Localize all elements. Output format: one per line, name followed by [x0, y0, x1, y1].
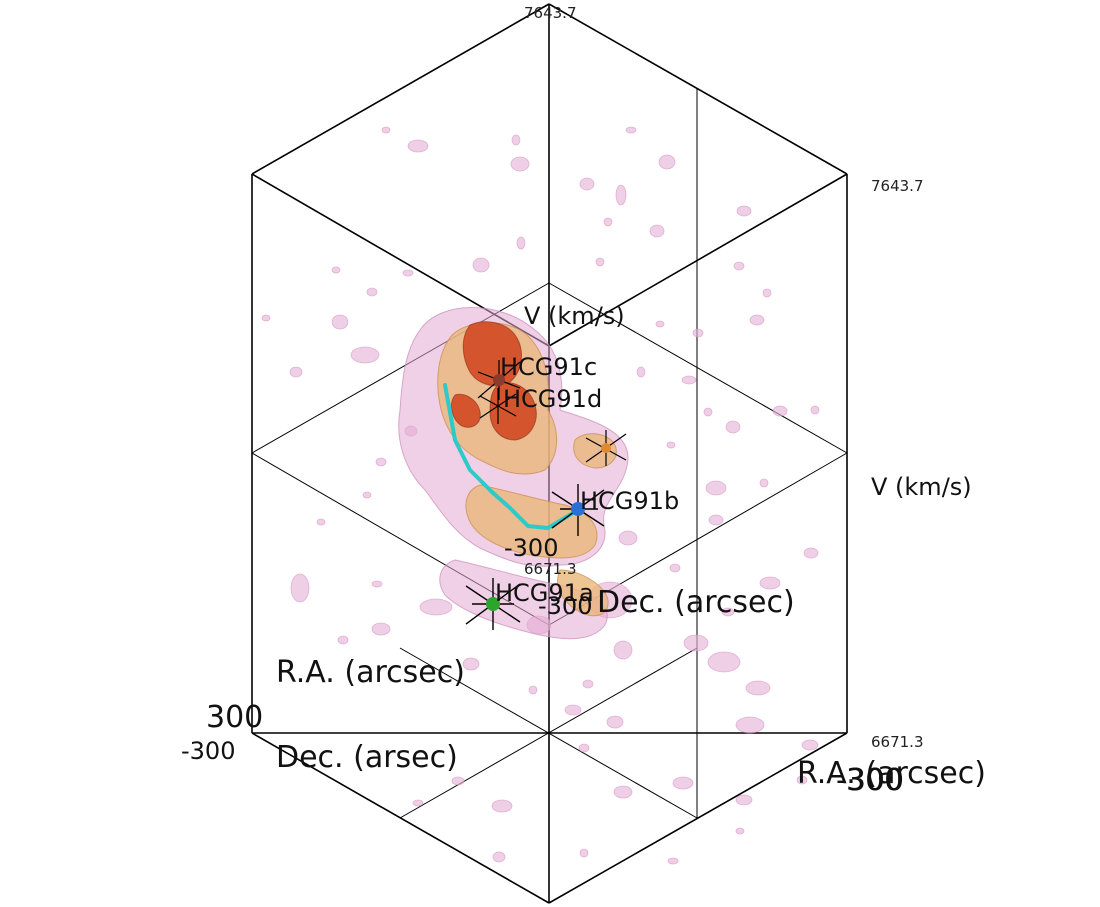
faint-hi-emission — [261, 126, 820, 865]
galaxy-marker-hcg91b — [551, 484, 605, 536]
tick-dec-left-neg300: -300 — [181, 737, 235, 765]
tick-right-300: 300 — [846, 763, 903, 798]
axis-label-ra-left: R.A. (arcsec) — [276, 655, 465, 690]
axis-label-v-top: V (km/s) — [524, 302, 625, 330]
tidal-tail-path — [443, 383, 580, 530]
galaxy-marker-hcg91c — [477, 360, 521, 400]
galaxy-marker-hcg91a — [465, 578, 521, 630]
vel-min-right: 6671.3 — [871, 733, 924, 751]
axis-label-ra-right: R.A. (arcsec) — [797, 756, 986, 791]
galaxy-label-hcg91c: HCG91c — [500, 353, 597, 381]
galaxy-label-hcg91d: HCG91d — [503, 385, 602, 413]
galaxy-label-hcg91b: HCG91b — [580, 487, 679, 515]
hi-dense-cores — [451, 321, 537, 441]
galaxy-label-hcg91a: HCG91a — [495, 579, 594, 607]
axis-label-v-right: V (km/s) — [871, 473, 972, 501]
galaxy-marker-unnamed — [585, 430, 627, 466]
vel-min-center: 6671.3 — [524, 560, 577, 578]
vel-max-top: 7643.7 — [524, 4, 577, 22]
tick-center-neg300-a: -300 — [504, 534, 558, 562]
axis-label-dec-center: Dec. (arcsec) — [597, 585, 795, 620]
vel-max-right: 7643.7 — [871, 177, 924, 195]
tick-center-neg300-b: -300 — [538, 592, 592, 620]
tick-ra-left-300: 300 — [206, 700, 263, 735]
tick-right-neg300: -300 — [836, 763, 904, 798]
axis-label-dec-left: Dec. (arsec) — [276, 740, 458, 775]
galaxy-marker-hcg91d — [479, 388, 517, 424]
